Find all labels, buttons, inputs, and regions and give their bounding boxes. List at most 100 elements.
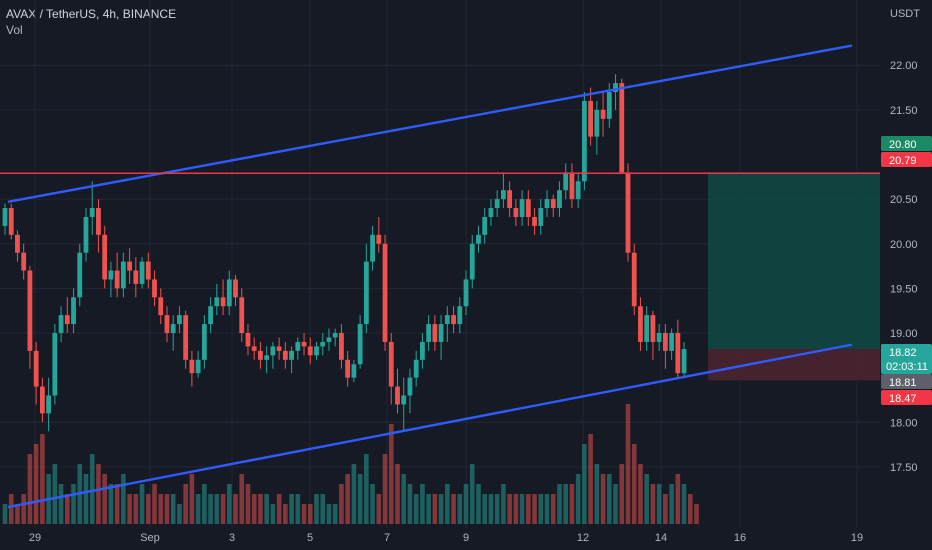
volume-bar bbox=[413, 494, 419, 524]
volume-bar bbox=[438, 494, 444, 524]
candle-body bbox=[258, 350, 263, 360]
time-tick-label: 7 bbox=[384, 532, 390, 544]
candle-body bbox=[177, 315, 182, 325]
volume-bar bbox=[538, 494, 544, 524]
candle-body bbox=[619, 83, 625, 173]
candle-body bbox=[494, 199, 500, 209]
volume-bar bbox=[370, 484, 375, 524]
candle-body bbox=[295, 341, 301, 351]
candle-body bbox=[395, 386, 400, 405]
volume-bar bbox=[631, 444, 637, 524]
resistance-price-badge bbox=[881, 152, 932, 167]
candle-body bbox=[656, 333, 662, 342]
candle-body bbox=[432, 324, 438, 342]
volume-bar bbox=[501, 484, 506, 524]
candle-body bbox=[557, 190, 562, 209]
candle-body bbox=[239, 297, 245, 334]
candle-body bbox=[2, 208, 8, 226]
candle-body bbox=[420, 341, 425, 360]
candle-body bbox=[631, 252, 637, 307]
volume-bar bbox=[114, 484, 120, 524]
volume-bar bbox=[351, 464, 357, 524]
candle-body bbox=[276, 346, 282, 351]
candle-body bbox=[96, 208, 101, 235]
volume-bar bbox=[245, 484, 251, 524]
candle-body bbox=[226, 279, 232, 307]
ask-price-label: 18.81 bbox=[889, 377, 917, 389]
candle-body bbox=[189, 359, 195, 374]
price-tick-label: 19.00 bbox=[890, 328, 918, 340]
candle-body bbox=[650, 315, 656, 342]
upper-channel-line bbox=[7, 44, 853, 203]
volume-bar bbox=[339, 484, 344, 524]
volume-bar bbox=[208, 494, 213, 524]
candle-body bbox=[438, 324, 444, 342]
candle-body bbox=[307, 346, 313, 356]
price-tick-label: 21.50 bbox=[890, 105, 918, 117]
candle-body bbox=[581, 100, 587, 182]
volume-bar bbox=[145, 494, 151, 524]
volume-bar bbox=[426, 494, 431, 524]
volume-bar bbox=[388, 424, 394, 524]
volume-bar bbox=[588, 434, 593, 524]
candle-body bbox=[77, 252, 83, 298]
candle-body bbox=[606, 92, 612, 119]
volume-bar bbox=[214, 494, 220, 524]
candle-body bbox=[127, 261, 132, 271]
candle-body bbox=[314, 346, 319, 356]
volume-bar bbox=[40, 434, 45, 524]
candle-body bbox=[233, 279, 238, 298]
current-price-badge bbox=[881, 344, 932, 374]
chart-grid bbox=[0, 0, 880, 528]
time-axis: 29 Sep 3 5 7 9 12 14 16 19 bbox=[29, 532, 863, 544]
time-tick-label: 3 bbox=[229, 532, 235, 544]
volume-bar bbox=[326, 504, 332, 524]
candle-body bbox=[575, 181, 581, 200]
stop-price-label: 18.47 bbox=[889, 393, 917, 405]
candle-body bbox=[114, 270, 120, 289]
time-tick-label: 12 bbox=[577, 532, 589, 544]
volume-bar bbox=[301, 504, 307, 524]
volume-bar bbox=[688, 494, 693, 524]
candle-body bbox=[326, 337, 332, 342]
time-tick-label: 14 bbox=[655, 532, 667, 544]
target-price-badge bbox=[881, 136, 932, 151]
candle-body bbox=[675, 333, 681, 374]
candle-body bbox=[451, 315, 456, 325]
volume-bar bbox=[139, 484, 145, 524]
candle-body bbox=[363, 261, 369, 325]
ask-price-badge bbox=[881, 374, 932, 389]
volume-bar bbox=[582, 444, 587, 524]
volume-bar bbox=[613, 484, 618, 524]
candle-body bbox=[501, 190, 506, 200]
volume-bar bbox=[102, 474, 107, 524]
candle-body bbox=[301, 341, 307, 347]
volume-bar bbox=[488, 494, 494, 524]
price-badges: 20.80 20.79 18.82 02:03:11 18.81 18.47 bbox=[881, 136, 932, 405]
volume-bar bbox=[513, 494, 519, 524]
volume-bar bbox=[544, 494, 550, 524]
candle-body bbox=[145, 261, 151, 280]
volume-bar bbox=[152, 484, 157, 524]
volume-bar bbox=[600, 474, 606, 524]
volume-bar bbox=[164, 494, 170, 524]
volume-bar bbox=[220, 494, 226, 524]
candle-body bbox=[538, 208, 544, 226]
volume-bar bbox=[656, 484, 662, 524]
volume-bar bbox=[65, 494, 70, 524]
candle-body bbox=[644, 315, 650, 342]
candle-body bbox=[594, 109, 600, 137]
candle-body bbox=[613, 83, 618, 93]
candle-body bbox=[482, 216, 488, 235]
candle-body bbox=[444, 315, 450, 325]
candle-body bbox=[488, 208, 494, 217]
volume-bar bbox=[251, 494, 257, 524]
candle-body bbox=[357, 324, 363, 365]
volume-bar bbox=[71, 484, 76, 524]
candle-body bbox=[544, 199, 550, 209]
candle-body bbox=[208, 306, 213, 325]
candle-body bbox=[108, 270, 114, 280]
volume-bar bbox=[445, 484, 450, 524]
candle-body bbox=[282, 350, 288, 360]
